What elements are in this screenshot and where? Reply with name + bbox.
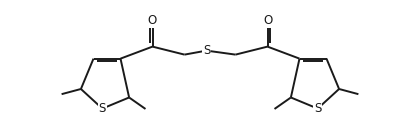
Text: O: O	[148, 14, 157, 27]
Text: S: S	[314, 102, 321, 115]
Text: S: S	[99, 102, 106, 115]
Text: O: O	[263, 14, 272, 27]
Text: S: S	[203, 44, 210, 57]
